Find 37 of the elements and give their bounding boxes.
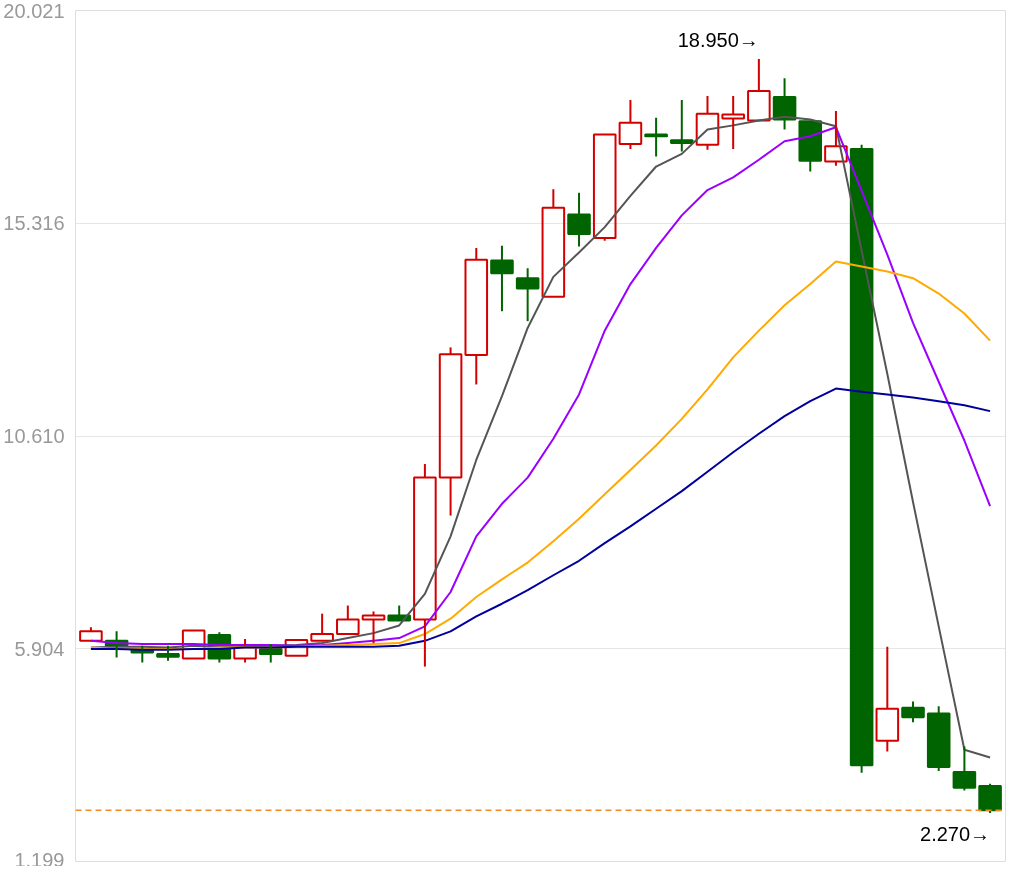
candlestick <box>644 116 668 158</box>
candlestick <box>721 95 745 150</box>
candlestick <box>849 143 874 774</box>
candlestick <box>387 604 411 622</box>
y-tick-label: 10.610 <box>3 425 65 447</box>
candlestick <box>258 642 283 664</box>
candlestick <box>926 705 951 773</box>
y-tick-label: 20.021 <box>3 0 65 22</box>
candlestick <box>824 109 848 167</box>
candlestick <box>567 191 591 248</box>
candlestick <box>798 120 823 173</box>
candlestick <box>670 99 694 153</box>
candlestick <box>747 57 771 122</box>
candlestick <box>541 188 566 298</box>
candlestick <box>695 95 720 151</box>
annotation: 2.270→ <box>920 823 991 846</box>
y-tick-label: 1.199 <box>14 848 65 871</box>
candlestick <box>413 463 437 668</box>
candlestick <box>490 244 514 313</box>
candlestick <box>901 700 925 724</box>
candlestick <box>156 644 180 662</box>
candlestick <box>284 638 309 657</box>
candlestick <box>79 626 103 642</box>
candlestick <box>336 604 360 636</box>
candlestick <box>618 99 643 150</box>
candlestick <box>772 77 797 131</box>
candlestick <box>310 612 334 642</box>
y-tick-label: 15.316 <box>3 212 65 235</box>
candlestick <box>592 133 617 242</box>
candlestick <box>464 246 489 386</box>
y-tick-label: 5.904 <box>14 637 65 660</box>
candlestick <box>361 610 386 645</box>
candlestick <box>438 346 463 517</box>
candlestick <box>515 267 540 323</box>
candlestick <box>875 645 900 753</box>
annotation: 18.950→ <box>677 28 759 51</box>
candlestick <box>181 629 206 660</box>
